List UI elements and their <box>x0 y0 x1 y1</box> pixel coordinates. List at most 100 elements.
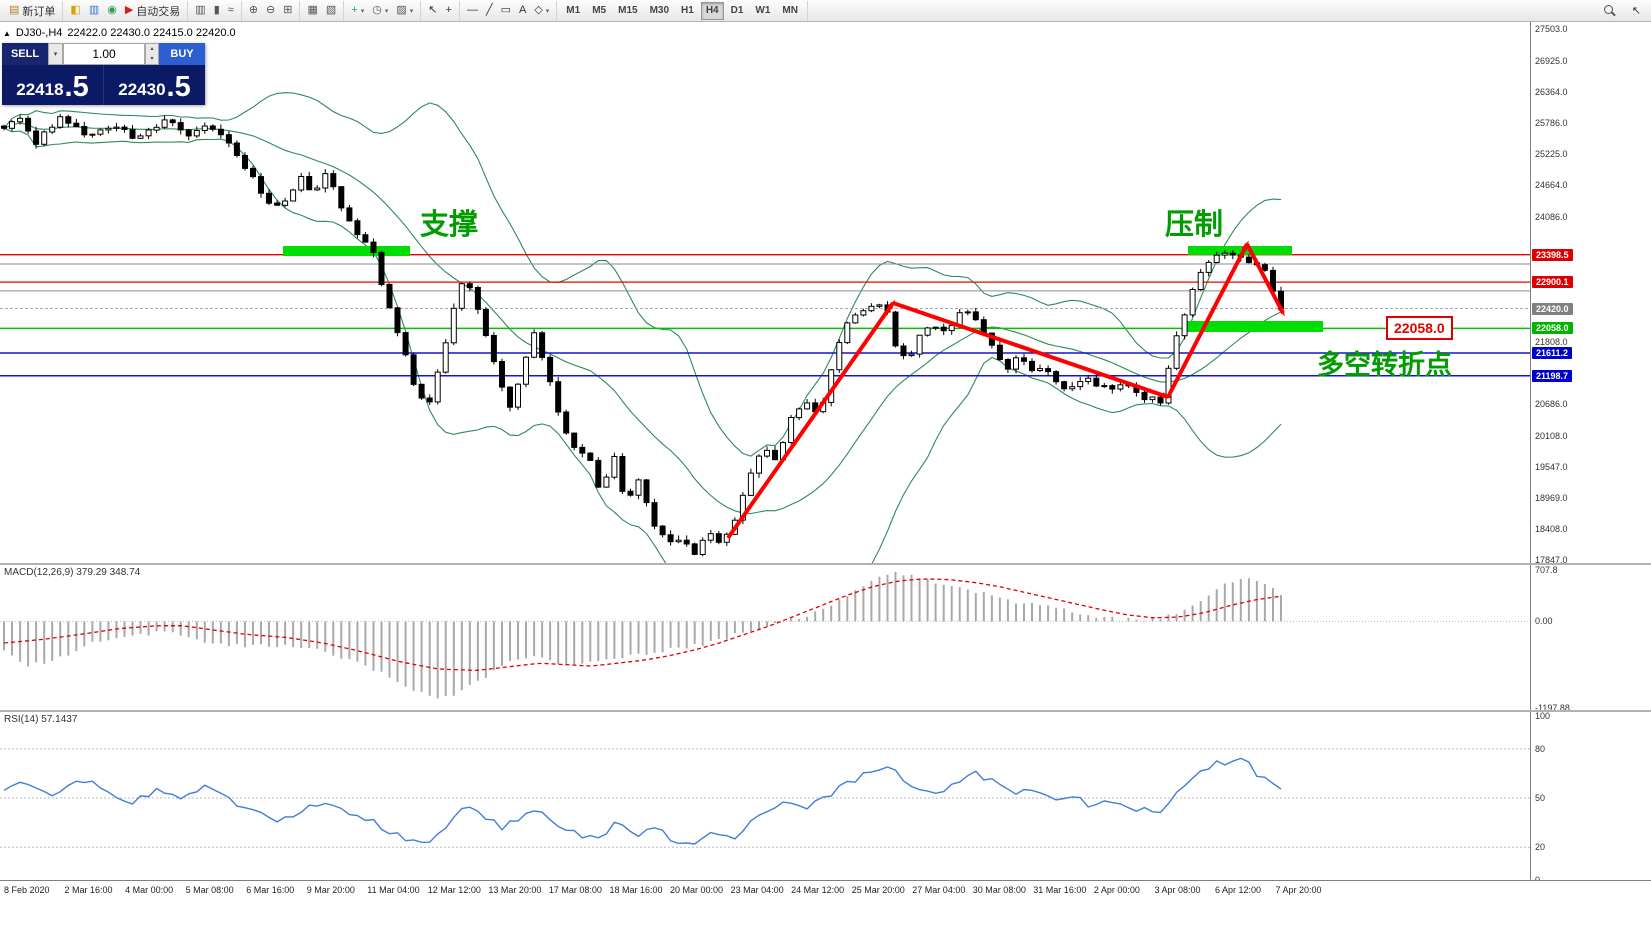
macd-axis-label: 0.00 <box>1535 616 1553 627</box>
pivot-annotation[interactable]: 多空转折点 <box>1317 350 1452 380</box>
pointer-button[interactable]: ↖ <box>1628 1 1645 21</box>
timeframe-m1[interactable]: M1 <box>566 5 581 16</box>
time-axis-label: 23 Mar 04:00 <box>730 885 784 895</box>
text-button[interactable]: A <box>515 1 530 21</box>
search-button[interactable] <box>1600 1 1620 21</box>
new-order-button[interactable]: ▤ 新订单 <box>5 1 59 21</box>
candlestick-chart-button[interactable]: ▮ <box>210 1 224 21</box>
timeframe-m30[interactable]: M30 <box>649 5 670 16</box>
horizontal-line-icon: — <box>466 4 478 16</box>
horizontal-lines[interactable] <box>0 254 1530 377</box>
macd-name: MACD(12,26,9) <box>4 567 74 578</box>
rsi-panel[interactable] <box>0 712 1530 880</box>
rsi-level-lines <box>0 748 1530 848</box>
trendline-button[interactable]: ╱ <box>482 1 497 21</box>
bar-chart-button[interactable]: ▥ <box>191 1 209 21</box>
add-indicator-button[interactable]: + ▾ <box>347 1 368 21</box>
macd-values: 379.29 348.74 <box>76 567 141 578</box>
symbol-info: ▲ DJ30-,H4 22422.0 22430.0 22415.0 22420… <box>3 27 236 39</box>
timeframe-d1[interactable]: D1 <box>730 5 744 16</box>
price-label-box[interactable]: 22058.0 <box>1386 316 1453 341</box>
price-axis-badge: 21198.7 <box>1532 369 1573 382</box>
chart-window-button[interactable]: ▦ <box>303 1 321 21</box>
price-axis-label: 24664.0 <box>1535 180 1568 191</box>
main-toolbar: ▤ 新订单 ◧ ▥ ◉ ▶ 自动交易 ▥ ▮ ≈ ⊕ ⊖ ⊞ ▦ ▧ + ▾ ◷ ▾ ▨ ▾ ↖ + — ╱ ▭ A ◇ ▾ M1 M5 M1… <box>0 0 1651 22</box>
chart-type-group: ▥ ▮ ≈ <box>188 0 242 21</box>
chevron-down-icon: ▾ <box>545 7 550 15</box>
horizontal-line-button[interactable]: — <box>463 1 482 21</box>
data-window-icon: ▥ <box>88 4 100 16</box>
crosshair-icon: + <box>445 4 452 16</box>
periods-button[interactable]: ◷ ▾ <box>368 1 392 21</box>
lot-up-icon[interactable]: ▴ <box>150 46 154 52</box>
line-chart-button[interactable]: ≈ <box>224 1 238 21</box>
navigator-button[interactable]: ◉ <box>103 1 121 21</box>
sell-price[interactable]: 22418 .5 <box>2 65 103 105</box>
buy-price[interactable]: 22430 .5 <box>104 65 205 105</box>
lot-down-icon[interactable]: ▾ <box>150 56 154 62</box>
sell-button[interactable]: SELL <box>2 43 48 65</box>
lot-size-input[interactable]: 1.00 <box>63 43 145 65</box>
time-axis[interactable]: 8 Feb 2020 2 Mar 16:00 4 Mar 00:00 5 Mar 08… <box>0 880 1651 901</box>
macd-separator[interactable] <box>0 563 1651 565</box>
highlight-zones[interactable] <box>283 246 1323 332</box>
time-axis-label: 5 Mar 08:00 <box>185 885 234 895</box>
timeframe-m5[interactable]: M5 <box>592 5 607 16</box>
chart-list-button[interactable]: ▧ <box>322 1 340 21</box>
time-axis-label: 11 Mar 04:00 <box>367 885 420 895</box>
timeframe-mn[interactable]: MN <box>782 5 798 16</box>
tile-windows-button[interactable]: ⊞ <box>279 1 296 21</box>
zoom-out-button[interactable]: ⊖ <box>262 1 279 21</box>
zoom-in-icon: ⊕ <box>248 4 259 16</box>
price-axis-label: 20686.0 <box>1535 398 1568 409</box>
candles-layer <box>1 114 1284 557</box>
timeframe-h1[interactable]: H1 <box>681 5 694 16</box>
chevron-down-icon: ▾ <box>384 7 389 15</box>
crosshair-button[interactable]: + <box>442 1 456 21</box>
objects-group: — ╱ ▭ A ◇ ▾ <box>460 0 558 21</box>
zoom-group: ⊕ ⊖ ⊞ <box>242 0 301 21</box>
shapes-icon: ◇ <box>534 4 543 16</box>
timeframe-w1[interactable]: W1 <box>755 5 771 16</box>
price-scale[interactable]: 27503.0 26925.0 26364.0 25786.0 25225.0 24664… <box>1530 22 1651 885</box>
resistance-annotation[interactable]: 压制 <box>1165 209 1224 241</box>
timeframe-h4[interactable]: H4 <box>700 1 724 20</box>
rsi-chart[interactable] <box>0 712 1530 880</box>
price-axis-label: 18969.0 <box>1535 493 1568 504</box>
lot-dropdown-button[interactable]: ▾ <box>48 43 63 65</box>
macd-axis-label: -1197.88 <box>1535 702 1570 713</box>
buy-button[interactable]: BUY <box>159 43 205 65</box>
data-window-button[interactable]: ▥ <box>85 1 103 21</box>
periods-icon: ◷ <box>372 4 382 16</box>
channel-button[interactable]: ▭ <box>497 1 515 21</box>
zoom-in-button[interactable]: ⊕ <box>245 1 262 21</box>
timeframe-m15[interactable]: M15 <box>618 5 638 16</box>
templates-button[interactable]: ▨ ▾ <box>392 1 417 21</box>
time-axis-label: 30 Mar 08:00 <box>972 885 1026 895</box>
candlestick-chart-icon: ▮ <box>213 4 220 16</box>
price-axis-label: 26925.0 <box>1535 55 1568 66</box>
cursor-button[interactable]: ↖ <box>424 1 441 21</box>
cursor-icon: ↖ <box>428 4 438 16</box>
lot-stepper[interactable]: ▴ ▾ <box>145 43 159 65</box>
market-watch-button[interactable]: ◧ <box>66 1 84 21</box>
tile-windows-icon: ⊞ <box>283 4 293 16</box>
main-chart-panel[interactable] <box>0 22 1530 563</box>
price-axis-label: 25225.0 <box>1535 149 1568 160</box>
symbol-marker-icon: ▲ <box>3 28 11 38</box>
macd-signal-line <box>3 578 1282 671</box>
rsi-separator[interactable] <box>0 710 1651 712</box>
time-axis-label: 12 Mar 12:00 <box>427 885 481 895</box>
support-annotation[interactable]: 支撑 <box>420 209 479 241</box>
shapes-button[interactable]: ◇ ▾ <box>530 1 553 21</box>
macd-chart[interactable] <box>0 565 1530 710</box>
trend-arrows[interactable] <box>726 240 1285 540</box>
macd-panel[interactable] <box>0 565 1530 710</box>
time-axis-label: 3 Apr 08:00 <box>1154 885 1201 895</box>
price-axis-badge: 23398.5 <box>1532 248 1573 261</box>
price-chart[interactable] <box>0 22 1530 563</box>
time-axis-label: 25 Mar 20:00 <box>851 885 905 895</box>
add-indicator-icon: + <box>351 4 358 16</box>
autotrading-button[interactable]: ▶ 自动交易 <box>121 1 184 21</box>
buy-price-frac: .5 <box>166 70 191 103</box>
